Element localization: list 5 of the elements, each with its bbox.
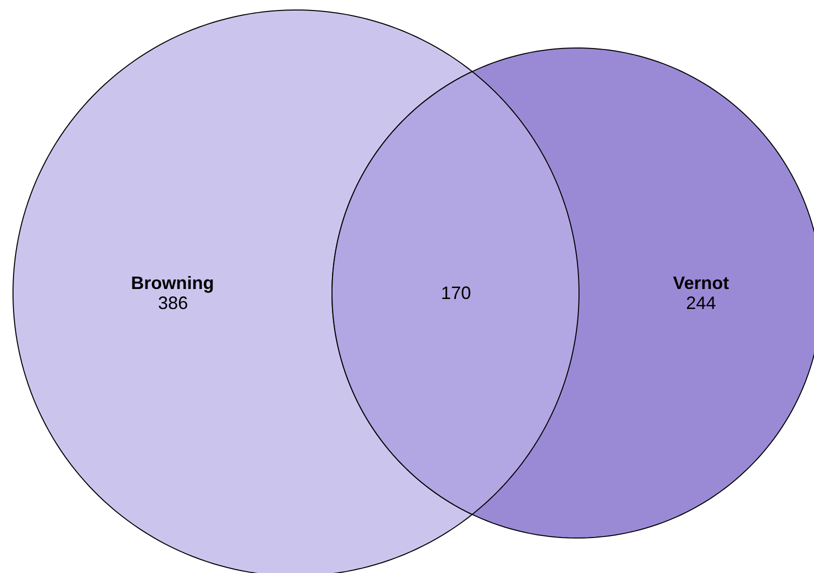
text: 170 xyxy=(441,283,472,303)
data-label: 244 xyxy=(686,293,716,313)
category-label: Vernot xyxy=(673,273,730,293)
data-label: 386 xyxy=(158,293,188,313)
category-label: Browning xyxy=(131,273,214,293)
